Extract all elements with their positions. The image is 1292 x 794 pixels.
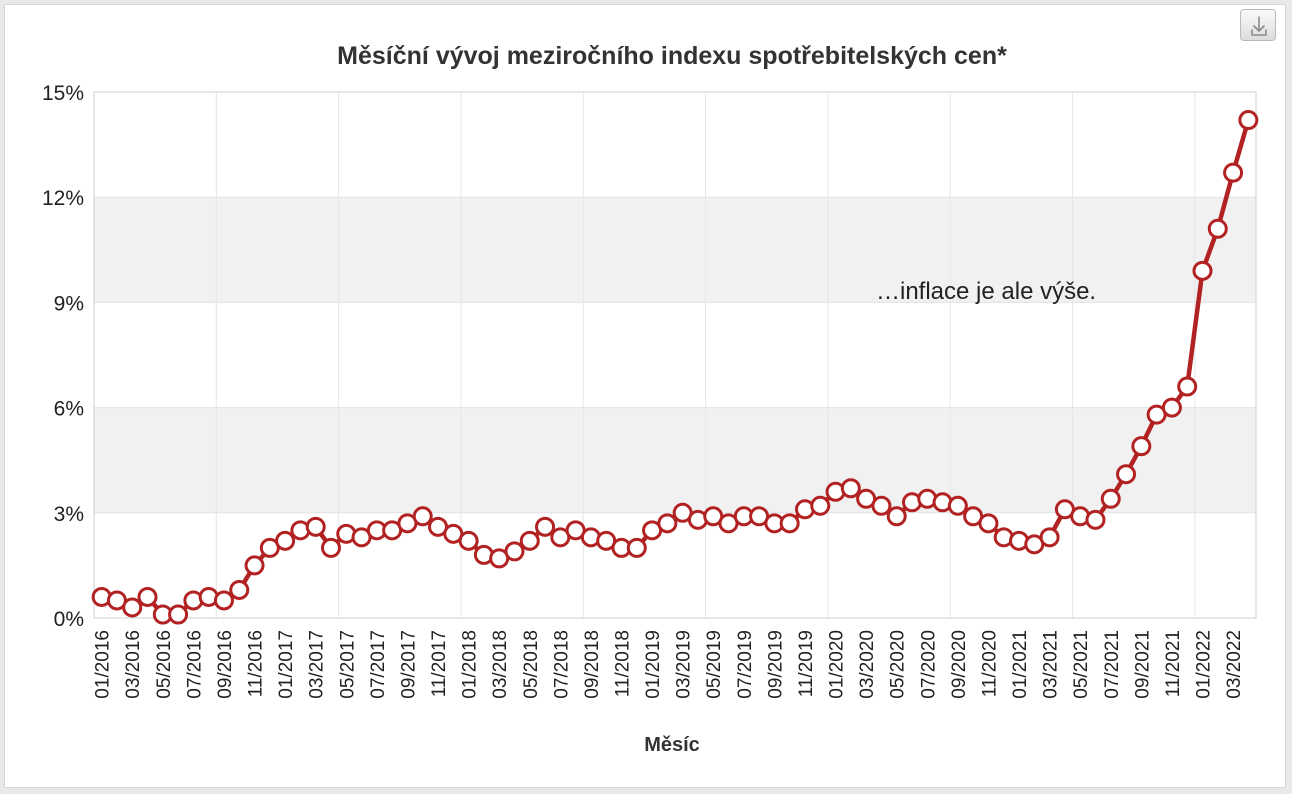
x-tick-label: 09/2018 (582, 630, 603, 699)
data-point (504, 541, 525, 562)
x-tick-label: 03/2022 (1224, 630, 1245, 699)
export-button[interactable] (1240, 9, 1276, 41)
x-tick-label: 09/2017 (398, 630, 419, 699)
x-tick-label: 09/2016 (215, 630, 236, 699)
plot-bands (94, 197, 1256, 513)
data-point (1238, 110, 1259, 131)
data-point (1131, 436, 1152, 457)
y-axis-ticks: 0% 3% 6% 9% 12% 15% (42, 82, 84, 631)
x-tick-label: 05/2017 (337, 630, 358, 699)
x-tick-label: 07/2020 (918, 630, 939, 699)
x-tick-label: 07/2017 (368, 630, 389, 699)
data-point (626, 537, 647, 558)
x-tick-label: 01/2020 (827, 630, 848, 699)
data-point (244, 555, 265, 576)
x-tick-label: 07/2018 (551, 630, 572, 699)
x-tick-label: 07/2021 (1102, 630, 1123, 699)
plot-band (94, 197, 1256, 303)
x-tick-label: 11/2017 (429, 630, 450, 697)
x-tick-label: 01/2019 (643, 630, 664, 699)
data-point (213, 590, 234, 611)
download-icon (1251, 16, 1267, 36)
data-point (229, 579, 250, 600)
x-tick-label: 01/2018 (460, 630, 481, 699)
plot-border (93, 91, 1257, 619)
data-point (168, 604, 189, 625)
data-point (947, 495, 968, 516)
x-axis-label: Měsíc (644, 734, 700, 756)
y-tick-label: 0% (54, 608, 84, 631)
data-point (535, 516, 556, 537)
y-tick-label: 9% (54, 292, 84, 315)
x-tick-label: 09/2020 (949, 630, 970, 699)
data-point (886, 506, 907, 527)
x-tick-label: 05/2021 (1071, 630, 1092, 699)
x-tick-label: 11/2021 (1163, 630, 1184, 697)
y-tick-label: 6% (54, 398, 84, 421)
x-tick-label: 11/2019 (796, 630, 817, 697)
y-tick-label: 15% (42, 82, 84, 105)
data-point (1177, 376, 1198, 397)
x-tick-label: 03/2017 (307, 630, 328, 699)
data-point (840, 478, 861, 499)
data-point (1207, 218, 1228, 239)
x-tick-label: 01/2017 (276, 630, 297, 699)
plot-band (94, 407, 1256, 513)
data-point (137, 586, 158, 607)
data-point (1223, 162, 1244, 183)
x-tick-label: 03/2021 (1041, 630, 1062, 699)
data-point (1116, 464, 1137, 485)
data-point (779, 513, 800, 534)
x-tick-label: 01/2021 (1010, 630, 1031, 699)
data-point (320, 537, 341, 558)
data-point (458, 530, 479, 551)
x-tick-label: 01/2022 (1193, 630, 1214, 699)
data-points (91, 110, 1259, 625)
x-tick-label: 03/2018 (490, 630, 511, 699)
x-tick-label: 03/2016 (123, 630, 144, 699)
data-point (275, 530, 296, 551)
x-tick-label: 09/2019 (765, 630, 786, 699)
x-tick-label: 11/2018 (612, 630, 633, 697)
x-tick-label: 05/2018 (521, 630, 542, 699)
x-tick-label: 05/2016 (154, 630, 175, 699)
data-point (978, 513, 999, 534)
data-point (412, 506, 433, 527)
data-point (810, 495, 831, 516)
x-tick-label: 11/2020 (979, 630, 1000, 697)
x-tick-label: 05/2019 (704, 630, 725, 699)
data-point (1085, 509, 1106, 530)
y-tick-label: 3% (54, 503, 84, 526)
x-tick-label: 11/2016 (246, 630, 267, 697)
data-point (519, 530, 540, 551)
data-point (1192, 260, 1213, 281)
data-point (305, 516, 326, 537)
x-tick-label: 05/2020 (888, 630, 909, 699)
y-tick-label: 12% (42, 187, 84, 210)
data-point (657, 513, 678, 534)
x-tick-label: 07/2016 (184, 630, 205, 699)
data-point (1161, 397, 1182, 418)
x-tick-label: 09/2021 (1132, 630, 1153, 699)
x-tick-label: 07/2019 (735, 630, 756, 699)
x-tick-label: 03/2019 (674, 630, 695, 699)
data-point (871, 495, 892, 516)
data-point (122, 597, 143, 618)
x-axis-ticks: 01/2016 03/2016 05/2016 07/2016 09/2016 11/20… (93, 630, 1245, 699)
x-tick-label: 01/2016 (93, 630, 114, 699)
x-tick-label: 03/2020 (857, 630, 878, 699)
chart-annotation: …inflace je ale výše. (876, 278, 1096, 305)
data-point (1100, 488, 1121, 509)
chart-title: Měsíční vývoj meziročního indexu spotřeb… (337, 42, 1007, 70)
data-point (1039, 527, 1060, 548)
